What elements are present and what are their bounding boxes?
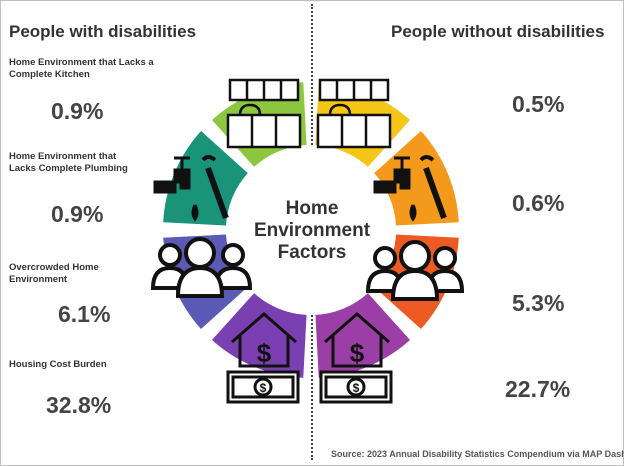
category-label-kitchen: Home Environment that Lacks a Complete K…: [9, 57, 169, 81]
svg-text:$: $: [353, 381, 360, 395]
faucet-wrench-icon: [373, 155, 447, 222]
kitchen-icon: [316, 78, 392, 149]
category-label-line: Lacks Complete Plumbing: [9, 163, 128, 174]
value-right-kitchen: 0.5%: [512, 91, 565, 117]
wheel-sector-left: [163, 130, 248, 226]
heading-without-disabilities: People without disabilities: [391, 22, 605, 41]
center-title-line: Factors: [277, 242, 347, 263]
people-group-icon: [365, 240, 465, 301]
wheel-center-hole: [226, 145, 396, 315]
center-title-line: Environment: [253, 220, 371, 241]
category-label-cost-burden: Housing Cost Burden: [9, 359, 169, 371]
category-label-line: Home Environment that: [9, 151, 117, 162]
value-right-cost-burden: 22.7%: [505, 376, 571, 402]
center-title: Home Environment Factors: [252, 198, 372, 264]
value-left-overcrowded: 6.1%: [58, 301, 111, 327]
faucet-wrench-icon: [153, 155, 229, 222]
category-label-line: Complete Kitchen: [9, 69, 90, 80]
svg-text:$: $: [350, 338, 365, 368]
people-group-icon: [150, 237, 253, 298]
value-left-kitchen: 0.9%: [51, 98, 104, 124]
value-left-plumbing: 0.9%: [51, 201, 104, 227]
category-label-line: Housing Cost Burden: [9, 359, 107, 370]
value-left-cost-burden: 32.8%: [46, 392, 112, 418]
wheel-sector-left: [211, 293, 307, 378]
center-title-line: Home: [285, 198, 339, 219]
svg-text:$: $: [257, 338, 272, 368]
svg-text:$: $: [260, 381, 267, 395]
value-right-plumbing: 0.6%: [512, 190, 565, 216]
heading-with-disabilities: People with disabilities: [9, 22, 197, 41]
category-label-line: Overcrowded Home: [9, 262, 99, 273]
wheel-sector-right: [315, 293, 411, 378]
category-label-overcrowded: Overcrowded Home Environment: [9, 262, 169, 286]
category-label-line: Environment: [9, 274, 68, 285]
house-money-icon: $ $: [319, 312, 393, 404]
category-label-plumbing: Home Environment that Lacks Complete Plu…: [9, 151, 169, 175]
category-label-line: Home Environment that Lacks a: [9, 57, 154, 68]
kitchen-icon: [226, 78, 302, 149]
value-right-overcrowded: 5.3%: [512, 290, 565, 316]
house-money-icon: $ $: [226, 312, 300, 404]
source-note: Source: 2023 Annual Disability Statistic…: [331, 449, 624, 459]
